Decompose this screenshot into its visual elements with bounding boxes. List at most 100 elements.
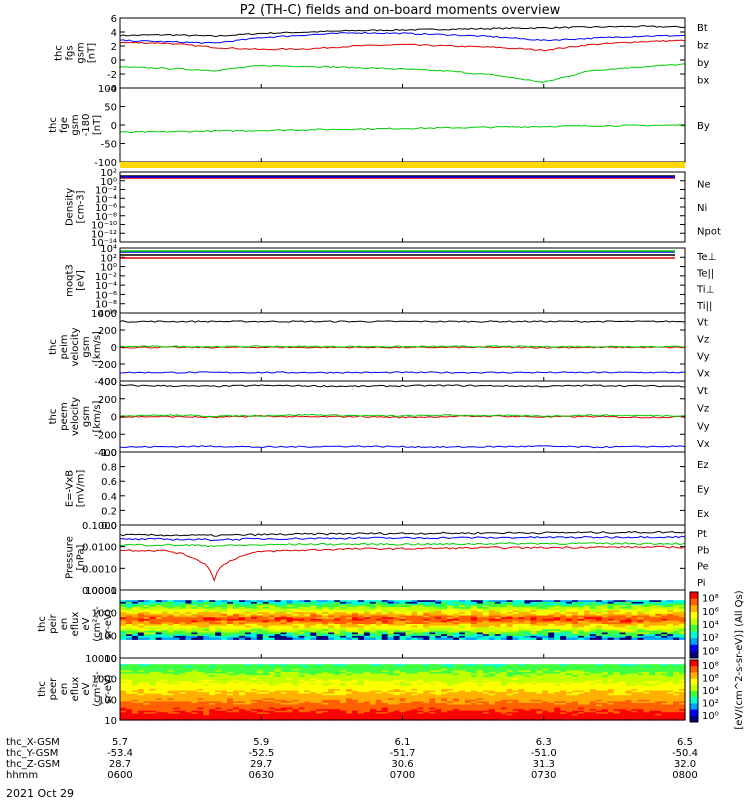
heatmap-cell xyxy=(280,630,288,634)
heatmap-cell xyxy=(351,607,359,610)
heatmap-cell xyxy=(631,610,639,613)
heatmap-cell xyxy=(494,676,502,679)
heatmap-cell xyxy=(173,679,181,682)
heatmap-cell xyxy=(542,600,549,603)
heatmap-cell xyxy=(441,699,448,702)
heatmap-cell xyxy=(655,676,662,679)
heatmap-cell xyxy=(405,601,413,605)
heatmap-cell xyxy=(340,612,347,615)
legend-Vz: Vz xyxy=(697,335,709,346)
heatmap-cell xyxy=(423,665,430,668)
heatmap-cell xyxy=(476,617,484,620)
heatmap-cell xyxy=(625,684,633,687)
heatmap-cell xyxy=(601,671,609,675)
heatmap-cell xyxy=(149,679,157,682)
heatmap-cell xyxy=(185,627,192,630)
heatmap-cell xyxy=(417,687,424,690)
heatmap-cell xyxy=(435,603,442,606)
heatmap-cell xyxy=(613,617,621,620)
heatmap-cell xyxy=(583,673,591,676)
heatmap-cell xyxy=(274,665,282,668)
heatmap-cell xyxy=(292,613,300,617)
heatmap-cell xyxy=(441,684,448,687)
heatmap-cell xyxy=(595,676,603,679)
heatmap-cell xyxy=(250,625,258,628)
heatmap-cell xyxy=(607,682,615,685)
heatmap-cell xyxy=(173,629,181,632)
heatmap-cell xyxy=(476,635,484,639)
panel-4-ytick: 10⁰ xyxy=(100,263,117,274)
heatmap-cell xyxy=(453,622,460,625)
legend-Ez: Ez xyxy=(697,460,709,471)
heatmap-cell xyxy=(286,637,294,640)
heatmap-cell xyxy=(120,692,127,695)
heatmap-cell xyxy=(447,613,454,617)
heatmap-cell xyxy=(548,679,555,682)
heatmap-cell xyxy=(381,608,389,611)
heatmap-cell xyxy=(637,625,644,628)
heatmap-cell xyxy=(494,668,502,671)
heatmap-cell xyxy=(369,600,377,603)
heatmap-cell xyxy=(649,679,656,682)
heatmap-cell xyxy=(637,665,644,668)
heatmap-cell xyxy=(518,698,526,701)
heatmap-cell xyxy=(536,635,543,639)
heatmap-cell xyxy=(179,690,187,693)
heatmap-cell xyxy=(298,612,305,615)
heatmap-cell xyxy=(548,635,555,639)
heatmap-cell xyxy=(530,601,537,605)
heatmap-cell xyxy=(209,701,216,704)
heatmap-cell xyxy=(381,679,389,682)
heatmap-cell xyxy=(209,696,216,699)
heatmap-cell xyxy=(435,673,442,676)
heatmap-cell xyxy=(215,601,222,605)
heatmap-cell xyxy=(453,629,460,632)
heatmap-cell xyxy=(619,605,627,608)
heatmap-cell xyxy=(631,612,639,615)
heatmap-cell xyxy=(381,605,389,608)
heatmap-cell xyxy=(185,634,192,637)
heatmap-cell xyxy=(167,690,175,693)
heatmap-cell xyxy=(649,673,656,676)
heatmap-cell xyxy=(506,685,514,689)
heatmap-cell xyxy=(655,696,662,699)
heatmap-cell xyxy=(161,634,169,637)
heatmap-cell xyxy=(649,600,656,603)
heatmap-cell xyxy=(637,615,644,618)
heatmap-cell xyxy=(292,698,300,701)
heatmap-cell xyxy=(542,701,549,704)
panel-3-ytick: 10⁻⁴ xyxy=(95,194,117,205)
heatmap-cell xyxy=(548,629,555,632)
heatmap-cell xyxy=(411,673,418,676)
heatmap-cell xyxy=(238,665,246,668)
heatmap-cell xyxy=(470,607,478,610)
heatmap-cell xyxy=(518,695,526,698)
heatmap-cell xyxy=(209,625,216,628)
heatmap-cell xyxy=(655,667,662,670)
heatmap-cell xyxy=(649,615,656,618)
heatmap-cell xyxy=(167,670,175,673)
heatmap-cell xyxy=(143,629,151,632)
heatmap-cell xyxy=(280,615,288,618)
heatmap-cell xyxy=(637,678,644,681)
legend-Vt: Vt xyxy=(697,318,708,329)
heatmap-cell xyxy=(661,678,668,681)
heatmap-cell xyxy=(256,613,264,617)
heatmap-cell xyxy=(595,617,603,620)
heatmap-cell xyxy=(637,624,644,627)
heatmap-cell xyxy=(363,696,371,699)
heatmap-cell xyxy=(310,685,317,689)
heatmap-cell xyxy=(536,610,543,613)
heatmap-cell xyxy=(298,698,305,701)
heatmap-cell xyxy=(613,679,621,682)
heatmap-cell xyxy=(334,673,341,676)
heatmap-cell xyxy=(244,693,252,696)
heatmap-cell xyxy=(673,635,680,639)
heatmap-cell xyxy=(488,678,496,681)
heatmap-cell xyxy=(643,624,650,627)
heatmap-cell xyxy=(268,681,276,684)
heatmap-cell xyxy=(459,667,466,670)
heatmap-cell xyxy=(357,620,365,623)
heatmap-cell xyxy=(375,620,383,623)
heatmap-cell xyxy=(566,675,573,678)
